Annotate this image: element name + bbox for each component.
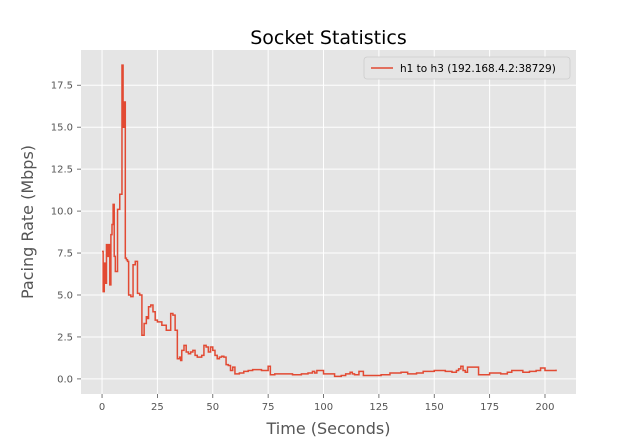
grid-lines [81,50,576,394]
y-tick-label: 0.0 [57,374,73,385]
x-axis-label: Time (Seconds) [266,419,391,438]
chart-title: Socket Statistics [250,27,407,49]
x-tick-label: 50 [206,402,219,413]
x-axis-ticks: 0 25 50 75 100 125 150 175 200 [99,394,555,413]
legend-entry-label: h1 to h3 (192.168.4.2:38729) [400,63,556,75]
plot-area [81,50,576,394]
x-tick-label: 150 [425,402,444,413]
y-tick-label: 10.0 [51,207,73,218]
legend: h1 to h3 (192.168.4.2:38729) [363,56,571,80]
legend-box [363,56,571,80]
series-line-0 [102,64,557,378]
y-tick-label: 7.5 [57,249,73,260]
x-tick-label: 200 [535,402,554,413]
x-tick-label: 125 [369,402,388,413]
y-axis-label: Pacing Rate (Mbps) [18,145,37,299]
y-tick-label: 15.0 [51,123,73,134]
x-tick-label: 100 [314,402,333,413]
y-tick-label: 12.5 [51,165,73,176]
y-axis-ticks: 0.0 2.5 5.0 7.5 10.0 12.5 15.0 17.5 [51,81,81,385]
x-tick-label: 25 [151,402,164,413]
x-tick-label: 75 [262,402,275,413]
y-tick-label: 2.5 [57,332,73,343]
series-layer [102,64,557,378]
y-tick-label: 17.5 [51,81,73,92]
x-tick-label: 0 [99,402,105,413]
y-tick-label: 5.0 [57,290,73,301]
x-tick-label: 175 [480,402,499,413]
